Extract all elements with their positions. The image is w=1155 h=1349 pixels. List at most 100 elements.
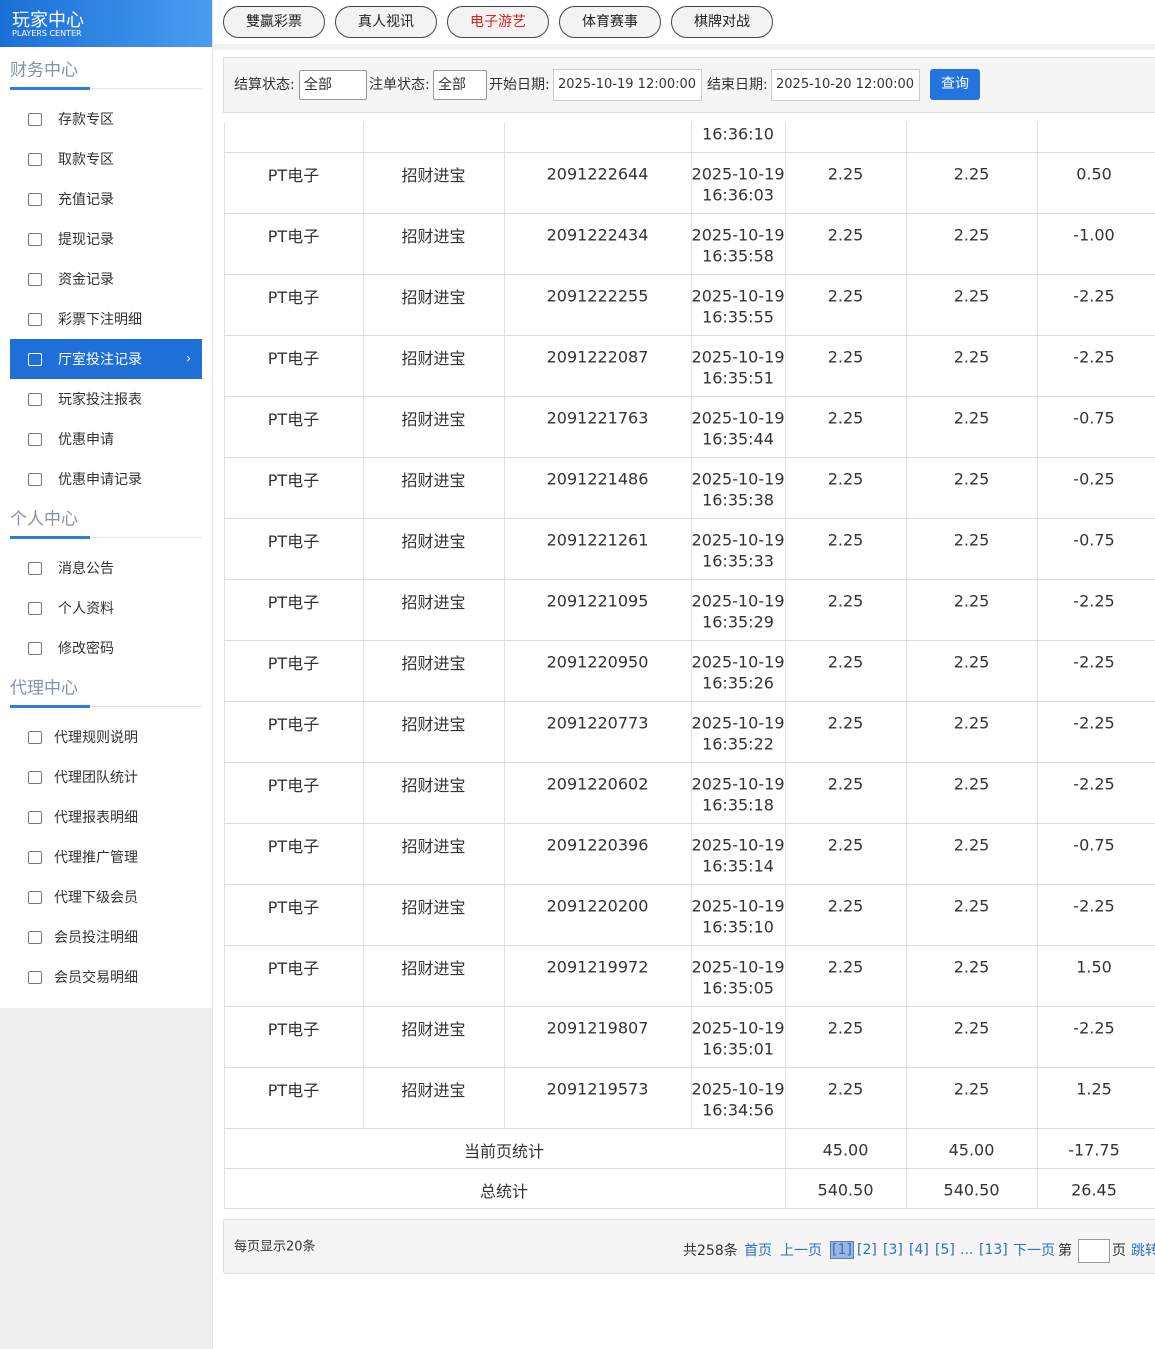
cell: 16:35:01 — [702, 1039, 774, 1059]
menu-icon — [28, 811, 42, 824]
cell: 2091222087 — [546, 347, 649, 367]
cell: 16:35:10 — [702, 917, 774, 937]
cell: 招财进宝 — [401, 166, 466, 185]
menu-item[interactable]: 代理报表明细 — [54, 810, 138, 826]
cell: PT电子 — [267, 471, 320, 490]
pager-item: 页 — [1112, 1243, 1126, 1259]
menu-item[interactable]: 彩票下注明细 — [58, 312, 142, 328]
menu-item[interactable]: 代理推广管理 — [54, 850, 138, 866]
menu-active[interactable] — [10, 339, 202, 379]
menu-icon — [28, 602, 42, 615]
cell: 2.25 — [827, 1079, 864, 1099]
menu-item[interactable]: 优惠申请 — [58, 432, 114, 448]
cell: -2.25 — [1073, 347, 1115, 367]
cell: 2025-10-19 — [691, 774, 785, 794]
menu-item[interactable]: 会员投注明细 — [54, 930, 138, 946]
menu-item[interactable]: 存款专区 — [58, 112, 114, 128]
cell: 2.25 — [827, 713, 864, 733]
menu-item[interactable]: 会员交易明细 — [54, 970, 138, 986]
row-border — [224, 1208, 1155, 1209]
summary-cell: 26.45 — [1071, 1180, 1117, 1200]
row-border — [224, 274, 1155, 275]
tab[interactable]: 真人视讯 — [335, 6, 437, 38]
menu-item[interactable]: 消息公告 — [58, 561, 114, 577]
cell: 2.25 — [953, 774, 990, 794]
cell: 16:36:10 — [702, 124, 774, 144]
tab[interactable]: 电子游艺 — [447, 6, 549, 38]
cell: 16:35:14 — [702, 856, 774, 876]
date-input[interactable]: 2025-10-20 12:00:00 — [771, 69, 920, 101]
menu-icon — [28, 313, 42, 326]
row-border — [224, 396, 1155, 397]
row-border — [224, 518, 1155, 519]
pager-item: 共258条 — [683, 1243, 738, 1259]
pager-item[interactable]: 上一页 — [780, 1243, 822, 1259]
cell: 2091219972 — [546, 957, 649, 977]
pager-item[interactable]: [3] — [883, 1242, 903, 1258]
summary-cell: 45.00 — [822, 1140, 869, 1160]
pager-item[interactable]: [1] — [830, 1241, 854, 1259]
cell: 2025-10-19 — [691, 835, 785, 855]
cell: 2025-10-19 — [691, 1018, 785, 1038]
row-border — [224, 1168, 1155, 1169]
pager-item[interactable]: 首页 — [744, 1243, 772, 1259]
cell: 2.25 — [953, 164, 990, 184]
cell: 2025-10-19 — [691, 957, 785, 977]
cell: 16:34:56 — [702, 1100, 774, 1120]
menu-icon — [28, 473, 42, 486]
menu-icon — [28, 233, 42, 246]
pager-item[interactable]: [2] — [857, 1242, 877, 1258]
cell: 2025-10-19 — [691, 1079, 785, 1099]
menu-icon — [28, 771, 42, 784]
menu-item[interactable]: 取款专区 — [58, 152, 114, 168]
menu-item[interactable]: 资金记录 — [58, 272, 114, 288]
cell: -0.25 — [1073, 469, 1115, 489]
menu-item[interactable]: 代理规则说明 — [54, 730, 138, 746]
menu-item[interactable]: 优惠申请记录 — [58, 472, 142, 488]
pager-item[interactable]: [13] — [979, 1242, 1008, 1258]
cell: 2.25 — [953, 652, 990, 672]
select[interactable]: 全部 — [299, 70, 367, 100]
pager-item[interactable]: [5] — [935, 1242, 955, 1258]
menu-item[interactable]: 提现记录 — [58, 232, 114, 248]
cell: 2025-10-19 — [691, 713, 785, 733]
row-border — [224, 335, 1155, 336]
menu-icon — [28, 562, 42, 575]
pager-item[interactable]: [4] — [909, 1242, 929, 1258]
row-border — [224, 701, 1155, 702]
cell: -2.25 — [1073, 896, 1115, 916]
page-input[interactable] — [1078, 1239, 1110, 1263]
menu-item[interactable]: 充值记录 — [58, 192, 114, 208]
menu-item[interactable]: 玩家投注报表 — [58, 392, 142, 408]
pager-item[interactable]: ... — [960, 1242, 974, 1258]
cell: 招财进宝 — [401, 776, 466, 795]
cell: 招财进宝 — [401, 349, 466, 368]
cell: -1.00 — [1073, 225, 1115, 245]
cell: 16:35:55 — [702, 307, 774, 327]
menu-item[interactable]: 个人资料 — [58, 601, 114, 617]
tab[interactable]: 棋牌对战 — [671, 6, 773, 38]
menu-item[interactable]: 代理团队统计 — [54, 770, 138, 786]
cell: 2.25 — [953, 896, 990, 916]
pager-item[interactable]: 跳转 — [1131, 1243, 1155, 1259]
summary-cell: 540.50 — [817, 1180, 874, 1200]
date-input[interactable]: 2025-10-19 12:00:00 — [553, 69, 702, 101]
per-page: 每页显示20条 — [234, 1239, 316, 1255]
menu-item[interactable]: 代理下级会员 — [54, 890, 138, 906]
menu-item[interactable]: 修改密码 — [58, 641, 114, 657]
cell: 2.25 — [827, 469, 864, 489]
tab[interactable]: 体育赛事 — [559, 6, 661, 38]
section-underline-accent — [10, 705, 90, 708]
row-border — [224, 884, 1155, 885]
cell: 2.25 — [953, 408, 990, 428]
pager-item[interactable]: 下一页 — [1013, 1243, 1055, 1259]
cell: PT电子 — [267, 349, 320, 368]
cell: -2.25 — [1073, 286, 1115, 306]
tab[interactable]: 雙贏彩票 — [223, 6, 325, 38]
query-button[interactable]: 查询 — [930, 69, 980, 100]
cell: 招财进宝 — [401, 715, 466, 734]
select[interactable]: 全部 — [433, 70, 487, 100]
cell: 1.50 — [1076, 957, 1112, 977]
menu-item[interactable]: 厅室投注记录 — [58, 352, 142, 368]
